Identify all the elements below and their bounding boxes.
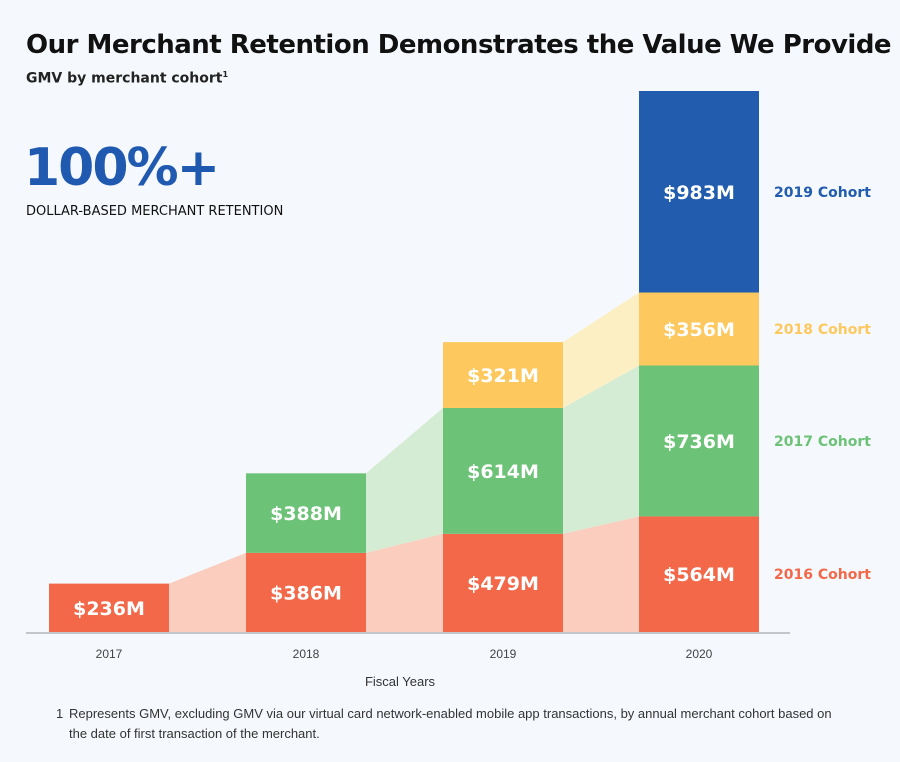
- bar-segment: [246, 552, 366, 632]
- cohort-band: [366, 407, 443, 553]
- cohort-band: [169, 552, 246, 632]
- footnote-number: 1: [56, 706, 64, 721]
- data-label: $386M: [270, 582, 342, 604]
- legend-entry: 2019 Cohort: [774, 185, 871, 201]
- bar-segment: [246, 473, 366, 553]
- data-label: $356M: [663, 319, 735, 341]
- data-label: $388M: [270, 503, 342, 525]
- bar-segment: [639, 91, 759, 293]
- footnote-text: Represents GMV, excluding GMV via our vi…: [69, 706, 832, 741]
- cohort-band: [366, 533, 443, 632]
- data-label: $614M: [467, 461, 539, 483]
- bar-segment: [639, 516, 759, 632]
- x-tick-label: 2018: [293, 647, 320, 661]
- data-label: $564M: [663, 564, 735, 586]
- x-tick-label: 2019: [490, 647, 517, 661]
- stacked-bar-chart: $236M $386M $479M $564M 2016 Cohort $388M $614…: [26, 91, 871, 689]
- data-label: $236M: [73, 598, 145, 620]
- chart-subtitle: GMV by merchant cohort1: [26, 70, 228, 87]
- retention-label: DOLLAR-BASED MERCHANT RETENTION: [26, 204, 284, 219]
- footnote: 1 Represents GMV, excluding GMV via our …: [56, 704, 836, 744]
- bar-segment: [443, 342, 563, 408]
- x-axis-label: Fiscal Years: [365, 674, 436, 689]
- x-tick-label: 2020: [686, 647, 713, 661]
- footnote-mark: 1: [222, 70, 229, 79]
- cohort-band: [563, 292, 639, 408]
- legend-entry: 2018 Cohort: [774, 322, 871, 338]
- legend-entry: 2017 Cohort: [774, 434, 871, 450]
- x-tick-label: 2017: [96, 647, 123, 661]
- data-label: $321M: [467, 365, 539, 387]
- bar-segment: [639, 365, 759, 517]
- retention-value: 100%+: [24, 138, 220, 198]
- data-label: $983M: [663, 182, 735, 204]
- data-label: $479M: [467, 573, 539, 595]
- bar-segment: [443, 533, 563, 632]
- cohort-band: [563, 516, 639, 632]
- bar-segment: [639, 292, 759, 366]
- data-label: $736M: [663, 431, 735, 453]
- chart-title: Our Merchant Retention Demonstrates the …: [26, 30, 892, 60]
- cohort-band: [563, 365, 639, 534]
- bar-segment: [49, 583, 169, 632]
- bar-segment: [443, 407, 563, 534]
- legend-entry: 2016 Cohort: [774, 567, 871, 583]
- subtitle-text: GMV by merchant cohort: [26, 70, 223, 87]
